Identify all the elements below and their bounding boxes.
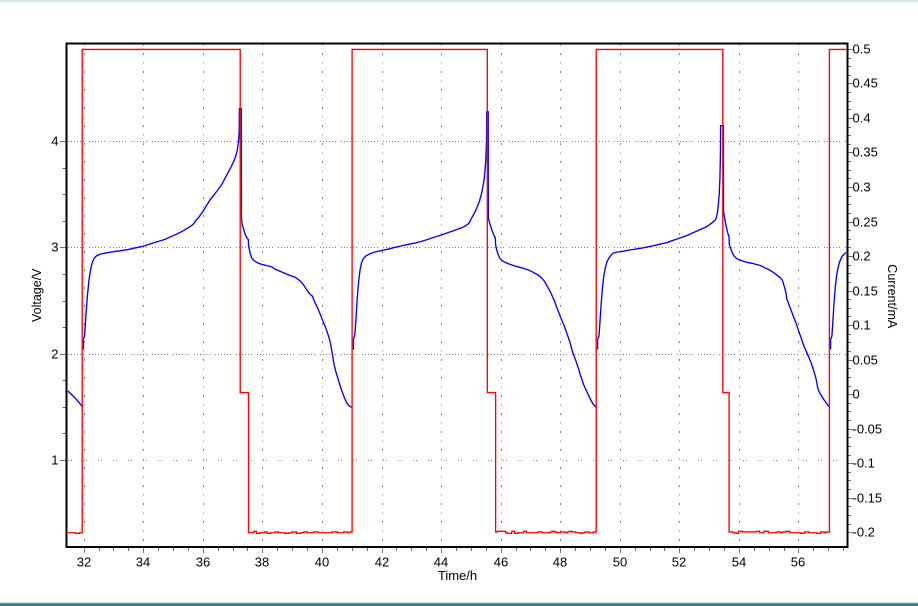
- y-right-tick-label: 0.15: [853, 284, 878, 299]
- x-tick-label: 42: [375, 555, 389, 570]
- window-bottom-border: [0, 602, 918, 606]
- x-tick-label: 36: [196, 555, 210, 570]
- y-right-tick-label: 0.25: [853, 215, 878, 230]
- plot-frame[interactable]: [65, 42, 849, 548]
- y-right-tick-label: 0.4: [853, 111, 871, 126]
- x-tick-label: 46: [494, 555, 508, 570]
- y-right-tick-label: -0.2: [853, 525, 875, 540]
- voltage-series-line: [67, 107, 847, 408]
- x-tick-label: 52: [672, 555, 686, 570]
- y-right-tick-label: 0.1: [853, 318, 871, 333]
- x-tick-label: 48: [553, 555, 567, 570]
- y-right-tick-label: -0.05: [853, 422, 883, 437]
- current-series-line: [68, 48, 846, 535]
- y-right-tick-label: 0.05: [853, 353, 878, 368]
- y-left-tick-label: 4: [51, 134, 58, 149]
- y-left-tick-label: 2: [51, 347, 58, 362]
- y-right-tick-label: 0.5: [853, 42, 871, 57]
- x-tick-label: 56: [791, 555, 805, 570]
- x-tick-label: 40: [315, 555, 329, 570]
- y-left-tick-label: 3: [51, 240, 58, 255]
- y-right-tick-label: -0.15: [853, 491, 883, 506]
- x-tick-label: 54: [732, 555, 746, 570]
- x-tick-label: 50: [613, 555, 627, 570]
- series-layer: [67, 48, 847, 535]
- y-right-tick-label: 0.45: [853, 76, 878, 91]
- grid-layer: [68, 44, 846, 546]
- y-right-tick-label: 0: [853, 387, 860, 402]
- y-left-tick-label: 1: [51, 453, 58, 468]
- y-right-tick-label: 0.3: [853, 180, 871, 195]
- window-top-border: [0, 0, 918, 3]
- y-right-axis-title: Current/mA: [885, 264, 899, 329]
- x-tick-label: 34: [136, 555, 150, 570]
- x-tick-label: 32: [77, 555, 91, 570]
- x-tick-label: 38: [255, 555, 269, 570]
- y-right-tick-label: -0.1: [853, 456, 875, 471]
- x-tick-label: 44: [434, 555, 448, 570]
- y-right-tick-label: 0.35: [853, 145, 878, 160]
- tick-label-layer: 32 34 36 38 40 42 44 46 48 50 52 54 5612340.50.450.4…: [51, 42, 882, 570]
- tick-layer: [60, 49, 854, 553]
- y-left-axis-title: Voltage/V: [30, 268, 44, 322]
- y-right-tick-label: 0.2: [853, 249, 871, 264]
- x-axis-title: Time/h: [438, 568, 477, 583]
